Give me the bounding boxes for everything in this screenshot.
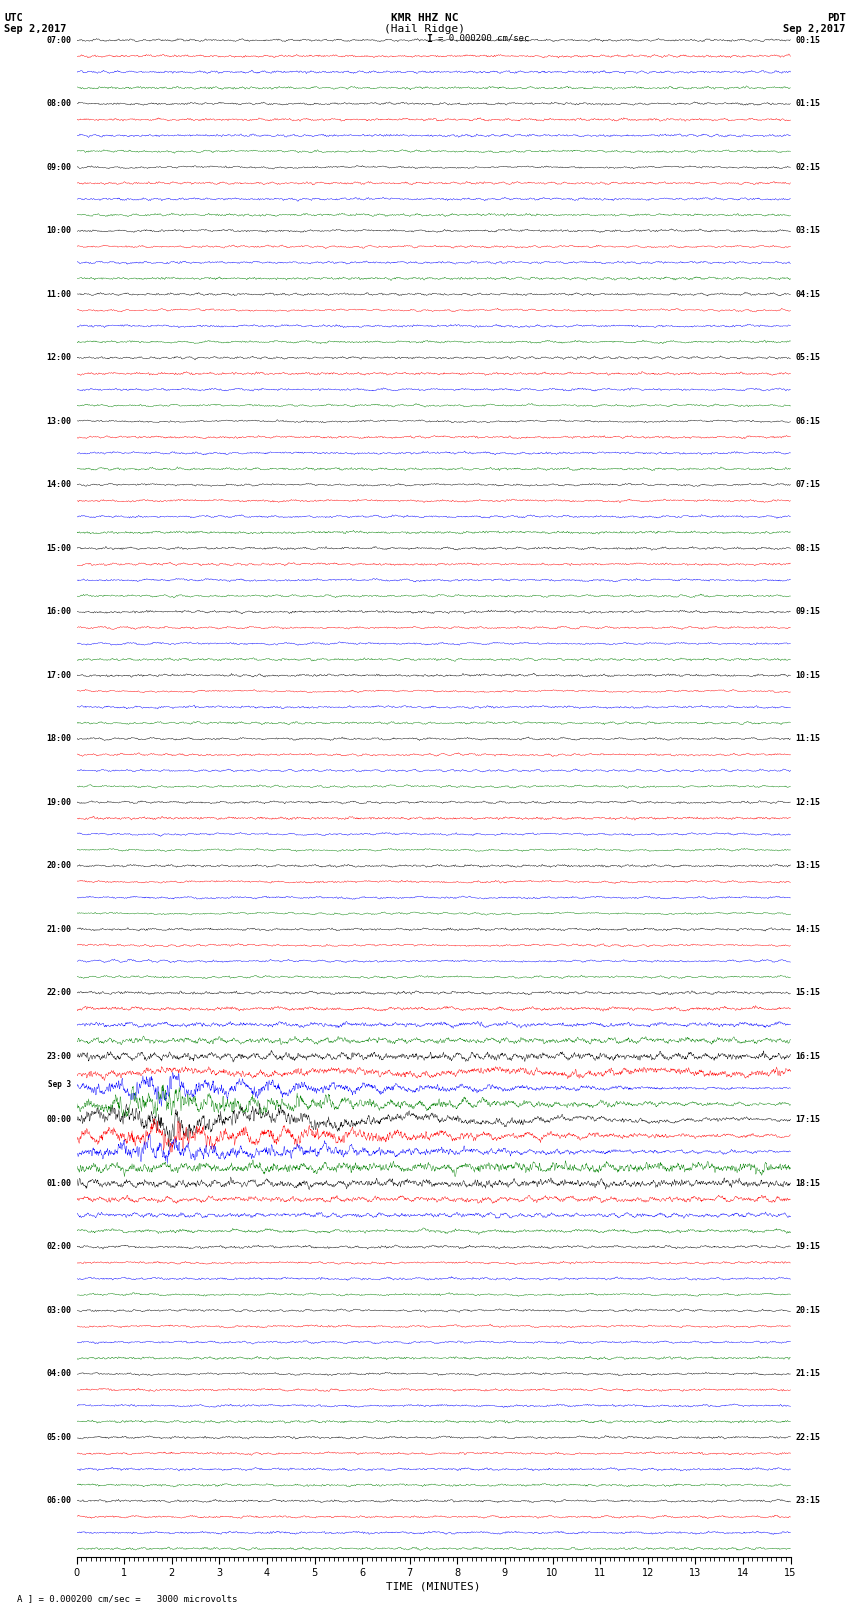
Text: Sep 2,2017: Sep 2,2017 [783, 24, 846, 34]
Text: 12:00: 12:00 [47, 353, 71, 363]
Text: 13:00: 13:00 [47, 416, 71, 426]
Text: 07:00: 07:00 [47, 35, 71, 45]
Text: 06:00: 06:00 [47, 1497, 71, 1505]
Text: Sep 3: Sep 3 [48, 1081, 71, 1089]
Text: 00:00: 00:00 [47, 1116, 71, 1124]
Text: 05:15: 05:15 [796, 353, 820, 363]
Text: 11:15: 11:15 [796, 734, 820, 744]
Text: 08:15: 08:15 [796, 544, 820, 553]
Text: 15:15: 15:15 [796, 989, 820, 997]
Text: 20:15: 20:15 [796, 1307, 820, 1315]
Text: 17:00: 17:00 [47, 671, 71, 679]
Text: 23:15: 23:15 [796, 1497, 820, 1505]
Text: 06:15: 06:15 [796, 416, 820, 426]
Text: 00:15: 00:15 [796, 35, 820, 45]
Text: UTC: UTC [4, 13, 23, 23]
Text: KMR HHZ NC: KMR HHZ NC [391, 13, 459, 23]
Text: PDT: PDT [827, 13, 846, 23]
Text: 02:00: 02:00 [47, 1242, 71, 1252]
Text: 23:00: 23:00 [47, 1052, 71, 1061]
Text: Sep 2,2017: Sep 2,2017 [4, 24, 67, 34]
Text: 22:00: 22:00 [47, 989, 71, 997]
Text: 15:00: 15:00 [47, 544, 71, 553]
Text: 04:00: 04:00 [47, 1369, 71, 1379]
Text: 14:15: 14:15 [796, 924, 820, 934]
X-axis label: TIME (MINUTES): TIME (MINUTES) [386, 1581, 481, 1590]
Text: 12:15: 12:15 [796, 798, 820, 806]
Text: 19:15: 19:15 [796, 1242, 820, 1252]
Text: 17:15: 17:15 [796, 1116, 820, 1124]
Text: 04:15: 04:15 [796, 290, 820, 298]
Text: 02:15: 02:15 [796, 163, 820, 171]
Text: 03:00: 03:00 [47, 1307, 71, 1315]
Text: 10:00: 10:00 [47, 226, 71, 235]
Text: 09:15: 09:15 [796, 608, 820, 616]
Text: 18:00: 18:00 [47, 734, 71, 744]
Text: 14:00: 14:00 [47, 481, 71, 489]
Text: A ] = 0.000200 cm/sec =   3000 microvolts: A ] = 0.000200 cm/sec = 3000 microvolts [17, 1594, 237, 1603]
Text: 22:15: 22:15 [796, 1432, 820, 1442]
Text: 21:15: 21:15 [796, 1369, 820, 1379]
Text: = 0.000200 cm/sec: = 0.000200 cm/sec [438, 34, 529, 44]
Text: 01:00: 01:00 [47, 1179, 71, 1187]
Text: 20:00: 20:00 [47, 861, 71, 871]
Text: (Hail Ridge): (Hail Ridge) [384, 24, 466, 34]
Text: 08:00: 08:00 [47, 100, 71, 108]
Text: 16:00: 16:00 [47, 608, 71, 616]
Text: 16:15: 16:15 [796, 1052, 820, 1061]
Text: I: I [427, 34, 432, 44]
Text: 11:00: 11:00 [47, 290, 71, 298]
Text: 13:15: 13:15 [796, 861, 820, 871]
Text: 05:00: 05:00 [47, 1432, 71, 1442]
Text: 10:15: 10:15 [796, 671, 820, 679]
Text: 07:15: 07:15 [796, 481, 820, 489]
Text: 18:15: 18:15 [796, 1179, 820, 1187]
Text: 01:15: 01:15 [796, 100, 820, 108]
Text: 21:00: 21:00 [47, 924, 71, 934]
Text: 09:00: 09:00 [47, 163, 71, 171]
Text: 19:00: 19:00 [47, 798, 71, 806]
Text: 03:15: 03:15 [796, 226, 820, 235]
